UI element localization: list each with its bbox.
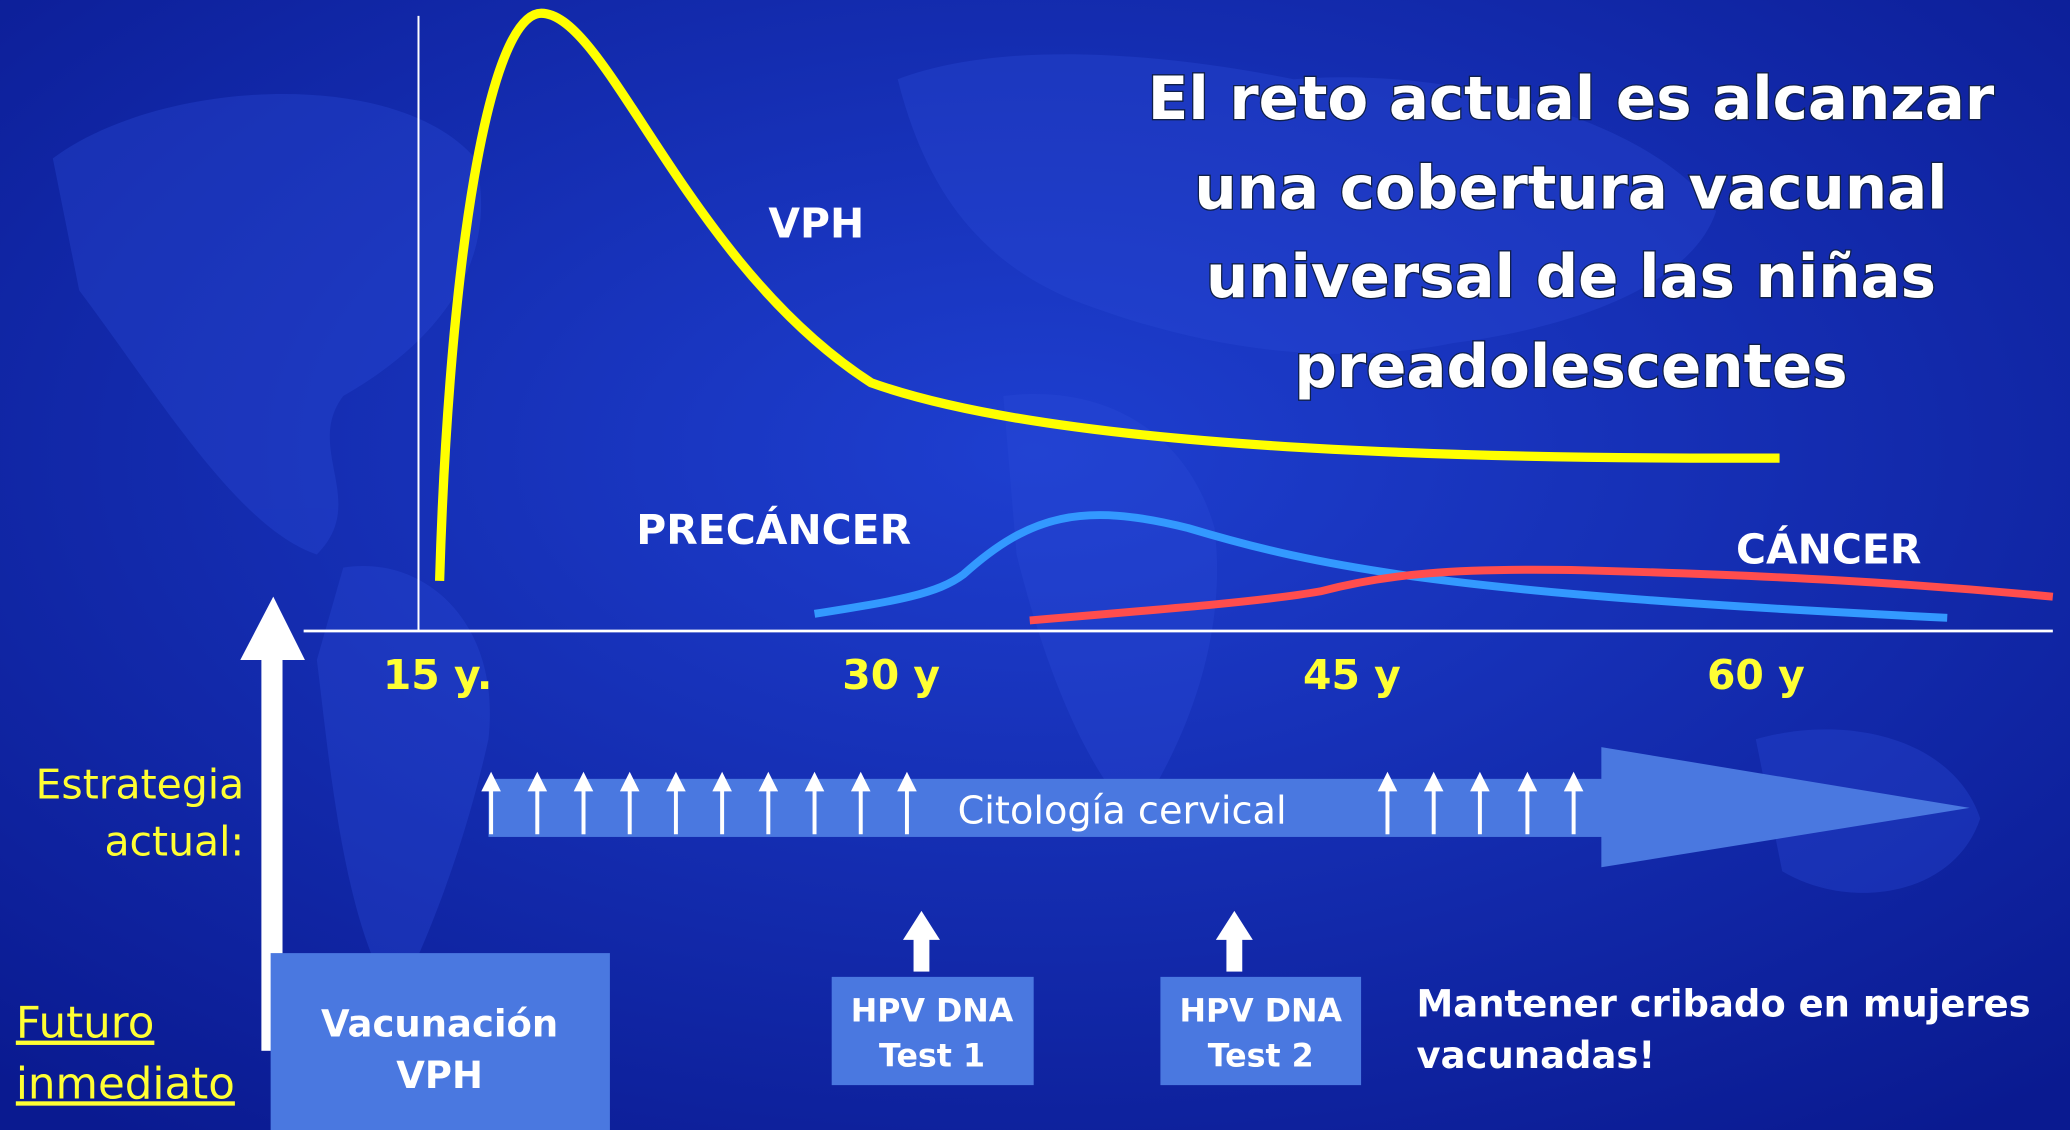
test-arrow	[902, 910, 1253, 972]
test-text: Test 2	[1208, 1039, 1314, 1075]
small-arrow-head	[758, 771, 779, 792]
axis-label: 60 y	[1707, 651, 1805, 699]
small-arrow-head	[1377, 771, 1398, 792]
test-text: HPV DNA	[1179, 994, 1342, 1030]
title-line: una cobertura vacunal	[1194, 155, 1947, 224]
vaccination-box	[270, 953, 610, 1130]
precancer-curve	[813, 511, 1948, 622]
small-arrow-head	[1563, 771, 1584, 792]
future-label: inmediato	[16, 1059, 235, 1109]
test-text: Test 1	[879, 1039, 985, 1075]
small-arrow-head	[804, 771, 825, 792]
small-arrow-head	[1470, 771, 1490, 792]
small-arrow-head	[712, 771, 732, 792]
small-arrow-head	[527, 771, 548, 792]
small-arrow-head	[666, 771, 686, 792]
small-arrow-head	[619, 771, 640, 792]
note: Mantener cribado en mujeres	[1417, 982, 2031, 1025]
test-box	[1160, 976, 1362, 1086]
title-line: El reto actual es alcanzar	[1148, 65, 1995, 134]
strategy-label: Estrategia	[36, 761, 245, 809]
small-arrow-head	[897, 771, 917, 792]
strategy-label: actual:	[104, 817, 244, 865]
note: vacunadas!	[1417, 1034, 1656, 1077]
axis-label: 30 y	[842, 651, 940, 699]
citologia-arrow	[481, 747, 1970, 868]
small-arrow-head	[1423, 771, 1444, 792]
curve-label: CÁNCER	[1736, 526, 1921, 574]
title-line: universal de las niñas	[1206, 243, 1936, 312]
future-label: Futuro	[16, 999, 155, 1049]
small-arrow-head	[481, 771, 501, 792]
vph-curve	[434, 8, 1780, 581]
small-arrow-head	[573, 771, 594, 792]
cancer-curve	[1029, 565, 2054, 625]
big-up-arrow	[240, 596, 305, 1051]
test-text: HPV DNA	[851, 994, 1014, 1030]
vaccination-text: VPH	[396, 1054, 483, 1097]
small-arrow-head	[1517, 771, 1538, 792]
axis-label: 45 y	[1303, 651, 1401, 699]
axis-label: 15 y.	[383, 651, 493, 699]
world-map	[52, 54, 1981, 1004]
curve-label: PRECÁNCER	[636, 506, 911, 554]
bar-label: Citología cervical	[958, 789, 1287, 834]
vaccination-text: Vacunación	[321, 1002, 558, 1045]
title: El reto actual es alcanzar una cobertura…	[1146, 63, 1996, 403]
title-line: preadolescentes	[1294, 333, 1847, 402]
small-arrow-head	[850, 771, 871, 792]
test-box	[831, 976, 1034, 1086]
curve-label: VPH	[768, 200, 864, 248]
